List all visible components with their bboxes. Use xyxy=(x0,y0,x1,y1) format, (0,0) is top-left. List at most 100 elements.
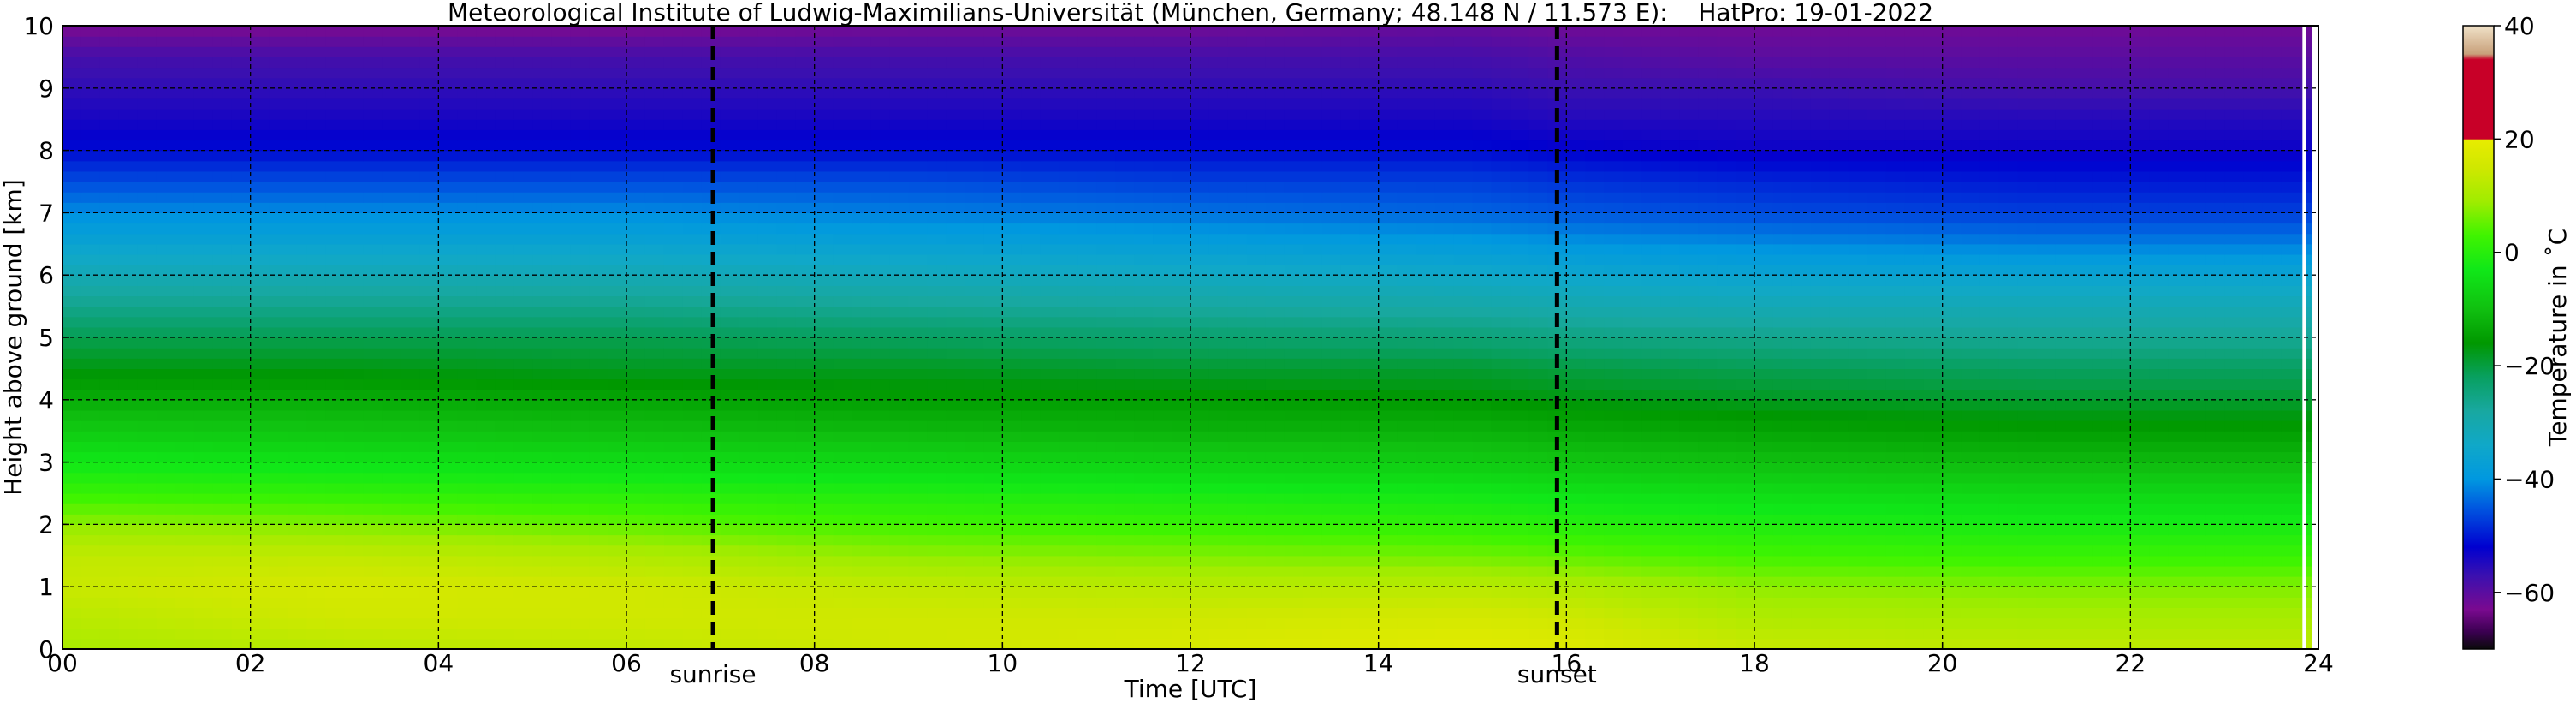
heatmap-cell xyxy=(513,233,533,245)
heatmap-cell xyxy=(1829,265,1849,276)
heatmap-cell xyxy=(1434,638,1455,649)
heatmap-cell xyxy=(1904,451,1925,463)
heatmap-cell xyxy=(212,358,233,369)
heatmap-cell xyxy=(2224,275,2244,286)
heatmap-cell xyxy=(1472,503,1493,515)
heatmap-cell xyxy=(1115,316,1135,328)
heatmap-cell xyxy=(1717,597,1736,609)
heatmap-cell xyxy=(344,565,365,577)
heatmap-cell xyxy=(1510,285,1529,297)
heatmap-cell xyxy=(908,462,929,474)
heatmap-cell xyxy=(1547,326,1567,338)
heatmap-cell xyxy=(344,462,365,474)
heatmap-cell xyxy=(1359,565,1380,577)
heatmap-cell xyxy=(1829,358,1849,369)
heatmap-cell xyxy=(965,409,984,421)
heatmap-cell xyxy=(889,306,910,318)
heatmap-cell xyxy=(983,524,1003,536)
heatmap-cell xyxy=(1190,378,1210,390)
heatmap-cell xyxy=(1134,326,1154,338)
heatmap-cell xyxy=(2262,587,2282,598)
heatmap-cell xyxy=(1810,295,1831,307)
heatmap-cell xyxy=(852,565,872,577)
heatmap-cell xyxy=(965,368,984,380)
heatmap-cell xyxy=(1340,306,1361,318)
heatmap-cell xyxy=(1321,555,1342,567)
heatmap-cell xyxy=(212,348,233,359)
heatmap-cell xyxy=(2224,337,2244,349)
heatmap-cell xyxy=(193,597,214,609)
heatmap-cell xyxy=(438,368,458,380)
heatmap-cell xyxy=(2092,295,2112,307)
heatmap-cell xyxy=(1077,617,1097,629)
heatmap-cell xyxy=(269,212,289,224)
heatmap-cell xyxy=(2092,358,2112,369)
heatmap-cell xyxy=(551,493,571,504)
heatmap-cell xyxy=(908,587,929,598)
heatmap-cell xyxy=(983,285,1003,297)
heatmap-cell xyxy=(306,295,327,307)
heatmap-cell xyxy=(419,628,439,640)
heatmap-cell xyxy=(457,399,477,411)
heatmap-cell xyxy=(269,233,289,245)
heatmap-cell xyxy=(269,441,289,453)
heatmap-cell xyxy=(231,597,252,609)
heatmap-cell xyxy=(908,514,929,525)
heatmap-cell xyxy=(757,482,778,494)
heatmap-cell xyxy=(288,389,308,401)
heatmap-cell xyxy=(1604,565,1623,577)
heatmap-cell xyxy=(1791,472,1812,484)
heatmap-cell xyxy=(1265,545,1285,557)
heatmap-cell xyxy=(739,431,759,442)
heatmap-cell xyxy=(156,503,176,515)
heatmap-cell xyxy=(833,565,853,577)
heatmap-cell xyxy=(870,617,891,629)
heatmap-cell xyxy=(2262,534,2282,546)
heatmap-cell xyxy=(682,482,703,494)
heatmap-cell xyxy=(1566,431,1586,442)
heatmap-cell xyxy=(870,399,891,411)
heatmap-cell xyxy=(1340,275,1361,286)
heatmap-cell xyxy=(701,389,721,401)
heatmap-cell xyxy=(833,212,853,224)
heatmap-cell xyxy=(852,409,872,421)
heatmap-cell xyxy=(908,399,929,411)
heatmap-cell xyxy=(1885,243,1906,255)
heatmap-cell xyxy=(401,337,420,349)
heatmap-cell xyxy=(363,472,383,484)
heatmap-cell xyxy=(2074,243,2093,255)
heatmap-cell xyxy=(1434,253,1455,265)
heatmap-cell xyxy=(513,565,533,577)
heatmap-cell xyxy=(2224,576,2244,587)
heatmap-cell xyxy=(288,628,308,640)
heatmap-cell xyxy=(2055,326,2075,338)
heatmap-cell xyxy=(1134,233,1154,245)
heatmap-cell xyxy=(1904,534,1925,546)
heatmap-cell xyxy=(382,545,401,557)
heatmap-cell xyxy=(1717,472,1736,484)
heatmap-cell xyxy=(137,243,157,255)
heatmap-cell xyxy=(1979,587,2000,598)
heatmap-cell xyxy=(532,399,552,411)
heatmap-cell xyxy=(2243,617,2263,629)
heatmap-cell xyxy=(908,576,929,587)
heatmap-cell xyxy=(156,409,176,421)
heatmap-cell xyxy=(2055,223,2075,235)
heatmap-cell xyxy=(1998,326,2019,338)
heatmap-cell xyxy=(757,472,778,484)
heatmap-cell xyxy=(908,607,929,619)
heatmap-cell xyxy=(1585,285,1605,297)
heatmap-cell xyxy=(118,555,139,567)
heatmap-cell xyxy=(1641,285,1661,297)
heatmap-cell xyxy=(2262,337,2282,349)
heatmap-cell xyxy=(99,368,120,380)
heatmap-cell xyxy=(776,358,797,369)
heatmap-cell xyxy=(870,576,891,587)
heatmap-cell xyxy=(1566,493,1586,504)
heatmap-cell xyxy=(946,638,965,649)
heatmap-cell xyxy=(1717,534,1736,546)
heatmap-cell xyxy=(363,503,383,515)
heatmap-cell xyxy=(889,399,910,411)
heatmap-cell xyxy=(739,493,759,504)
heatmap-cell xyxy=(1472,285,1493,297)
